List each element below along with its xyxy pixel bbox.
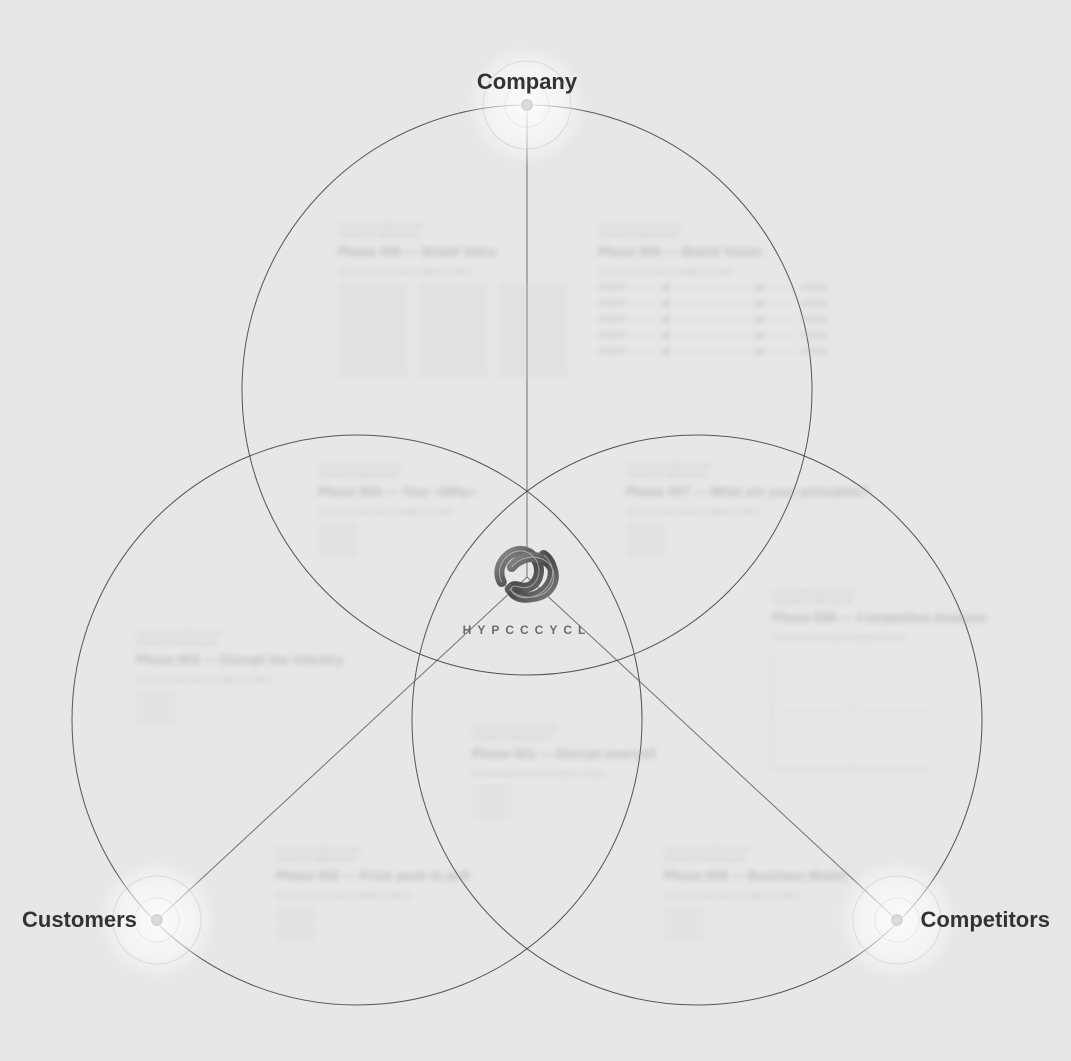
center-brand: HYPCCCYCL	[463, 537, 592, 637]
label-customers: Customers	[22, 907, 137, 933]
venn-diagram	[0, 0, 1071, 1061]
brand-word: HYPCCCYCL	[463, 623, 592, 637]
label-competitors: Competitors	[920, 907, 1050, 933]
knot-icon	[482, 537, 572, 607]
label-company: Company	[477, 69, 577, 95]
